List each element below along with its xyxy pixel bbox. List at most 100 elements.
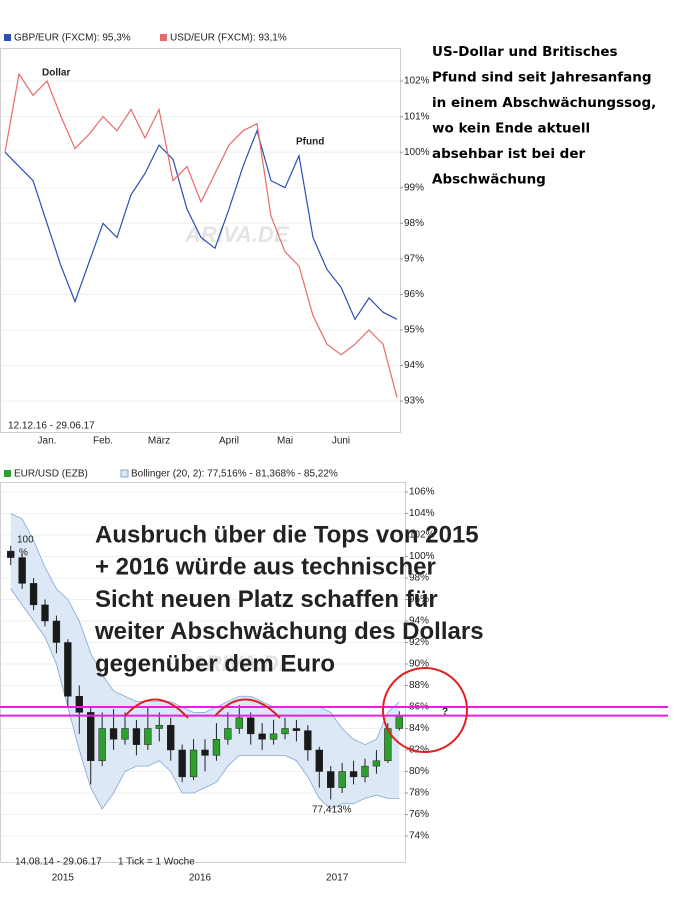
y-tick-label: 104%: [409, 508, 435, 519]
candle-body: [178, 749, 186, 778]
candle-body: [304, 730, 312, 751]
start-label: 100: [17, 535, 34, 546]
candle-body: [395, 715, 403, 729]
band-fill: [10, 513, 400, 810]
y-tick-label: 80%: [409, 766, 429, 777]
annotation: weiter Abschwächung des Dollars: [94, 618, 484, 645]
interval: 1 Tick = 1 Woche: [118, 857, 195, 868]
series-line: [4, 128, 398, 321]
band-lower: [10, 588, 400, 810]
start-label: %: [19, 548, 28, 559]
y-tick-label: 74%: [409, 831, 429, 842]
x-tick-label: 2015: [52, 873, 75, 884]
candle-body: [121, 728, 129, 740]
y-tick-label: 98%: [404, 218, 424, 229]
y-tick-label: 96%: [409, 594, 429, 605]
legend-label: Bollinger (20, 2): 77,516% - 81,368% - 8…: [131, 469, 338, 480]
legend-swatch: [4, 34, 11, 41]
y-tick-label: 97%: [404, 253, 424, 264]
candle-body: [87, 712, 95, 761]
y-tick-label: 106%: [409, 487, 435, 498]
y-tick-label: 101%: [404, 111, 430, 122]
candle-body: [292, 728, 301, 731]
candle-body: [167, 725, 175, 751]
y-tick-label: 100%: [404, 147, 430, 158]
highlight-circle: [382, 667, 468, 753]
x-tick-label: 2016: [189, 873, 212, 884]
x-tick-label: März: [148, 436, 170, 447]
candle-body: [327, 771, 335, 788]
annotation: gegenüber dem Euro: [95, 651, 335, 678]
series-line: [4, 72, 398, 398]
candle-body: [338, 771, 346, 788]
candle-body: [75, 695, 83, 713]
legend-label: GBP/EUR (FXCM): 95,3%: [14, 33, 131, 44]
watermark: ARIVA.DE: [189, 651, 295, 676]
y-tick-label: 90%: [409, 659, 429, 670]
y-tick-label: 99%: [404, 182, 424, 193]
charts: ARIVA.DE 93% 94% 95% 96% 97% 98% 99% 100% 101% 102…: [0, 33, 668, 884]
x-tick-label: 2017: [326, 873, 349, 884]
date-range: 12.12.16 - 29.06.17: [8, 421, 95, 432]
candle-body: [109, 728, 118, 740]
y-tick-label: 78%: [409, 788, 429, 799]
candle-body: [132, 728, 141, 745]
candle-body: [349, 771, 358, 778]
annotation: + 2016 würde aus technischer: [95, 554, 436, 581]
note-line: in einem Abschwächungssog,: [432, 95, 656, 111]
y-tick-label: 82%: [409, 745, 429, 756]
y-tick-label: 76%: [409, 809, 429, 820]
candle-body: [18, 557, 26, 584]
note-line: absehbar ist bei der: [432, 146, 585, 162]
note-line: Abschwächung: [432, 172, 546, 188]
legend-label: EUR/USD (EZB): [14, 469, 88, 480]
annotation: Pfund: [296, 137, 324, 148]
candle-body: [144, 728, 152, 745]
candle-body: [247, 717, 255, 735]
candle-body: [361, 765, 369, 778]
annotation: Sicht neuen Platz schaffen für: [95, 586, 438, 613]
legend-swatch: [120, 469, 129, 478]
x-tick-label: Jan.: [38, 436, 57, 447]
watermark: ARIVA.DE: [184, 222, 290, 247]
low-label: 77,413%: [312, 805, 352, 816]
x-tick-label: Feb.: [93, 436, 113, 447]
candle-body: [269, 733, 278, 740]
candle-body: [281, 728, 289, 735]
y-tick-label: 94%: [409, 616, 429, 627]
band-upper: [10, 513, 400, 746]
candle-body: [189, 749, 198, 778]
candle-body: [98, 728, 106, 761]
candle-body: [372, 760, 381, 767]
legend-swatch: [160, 34, 167, 41]
candle-body: [235, 717, 243, 729]
candle-body: [29, 583, 38, 606]
y-tick-label: 102%: [404, 76, 430, 87]
y-tick-label: 95%: [404, 325, 424, 336]
y-tick-label: 102%: [409, 530, 435, 541]
candle-body: [155, 725, 163, 729]
top-plot-frame: [0, 48, 401, 433]
question-mark: ?: [442, 707, 448, 718]
y-tick-label: 100%: [409, 551, 435, 562]
note-line: US-Dollar und Britisches: [432, 44, 618, 60]
candle-body: [41, 604, 49, 622]
candle-body: [201, 749, 209, 756]
y-tick-label: 93%: [404, 396, 424, 407]
x-tick-label: April: [219, 436, 239, 447]
y-tick-label: 94%: [404, 360, 424, 371]
note-line: wo kein Ende aktuell: [432, 121, 590, 137]
legend-label: USD/EUR (FXCM): 93,1%: [170, 33, 287, 44]
annotation: Ausbruch über die Tops von 2015: [95, 521, 479, 548]
legend-swatch: [4, 470, 11, 477]
candle-body: [7, 550, 15, 558]
top-arc: [124, 698, 189, 719]
y-tick-label: 88%: [409, 680, 429, 691]
note-line: Pfund sind seit Jahresanfang: [432, 70, 652, 86]
y-tick-label: 84%: [409, 723, 429, 734]
date-range: 14.08.14 - 29.06.17: [15, 857, 102, 868]
x-tick-label: Juni: [332, 436, 350, 447]
candle-body: [224, 728, 232, 740]
annotation: Dollar: [42, 68, 70, 79]
